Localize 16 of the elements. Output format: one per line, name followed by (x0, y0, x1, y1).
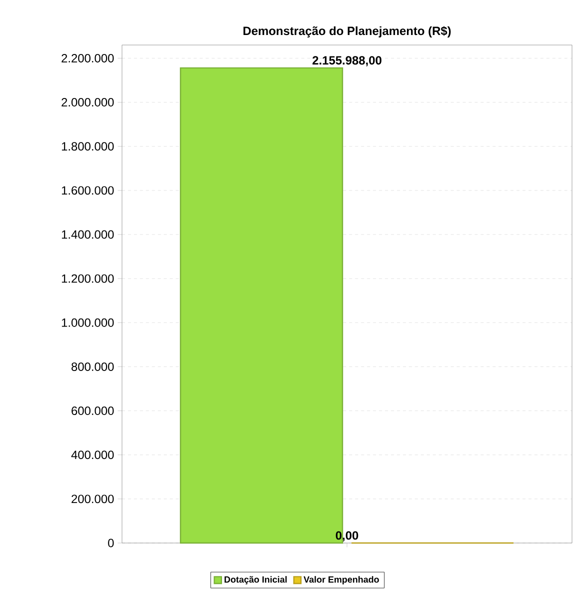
legend-label: Valor Empenhado (304, 576, 379, 584)
y-tick-label: 2.000.000 (62, 98, 114, 107)
chart-title: Demonstração do Planejamento (R$) (244, 26, 451, 38)
legend-label: Dotação Inicial (224, 576, 287, 584)
y-tick-label: 2.200.000 (62, 54, 114, 62)
y-tick-label: 1.600.000 (62, 186, 114, 195)
y-tick-label: 1.800.000 (62, 142, 114, 151)
y-tick-label: 1.400.000 (62, 230, 114, 239)
y-tick-label: 1.200.000 (62, 274, 114, 283)
y-tick-label: 600.000 (72, 406, 114, 416)
data-label: 2.155.988,00 (312, 56, 382, 66)
y-tick-label: 400.000 (71, 450, 114, 460)
y-tick-label: 200.000 (72, 494, 114, 504)
y-tick-label: 800.000 (72, 362, 114, 371)
y-tick-label: 0 (108, 538, 114, 548)
y-tick-label: 1.000.000 (62, 318, 114, 327)
